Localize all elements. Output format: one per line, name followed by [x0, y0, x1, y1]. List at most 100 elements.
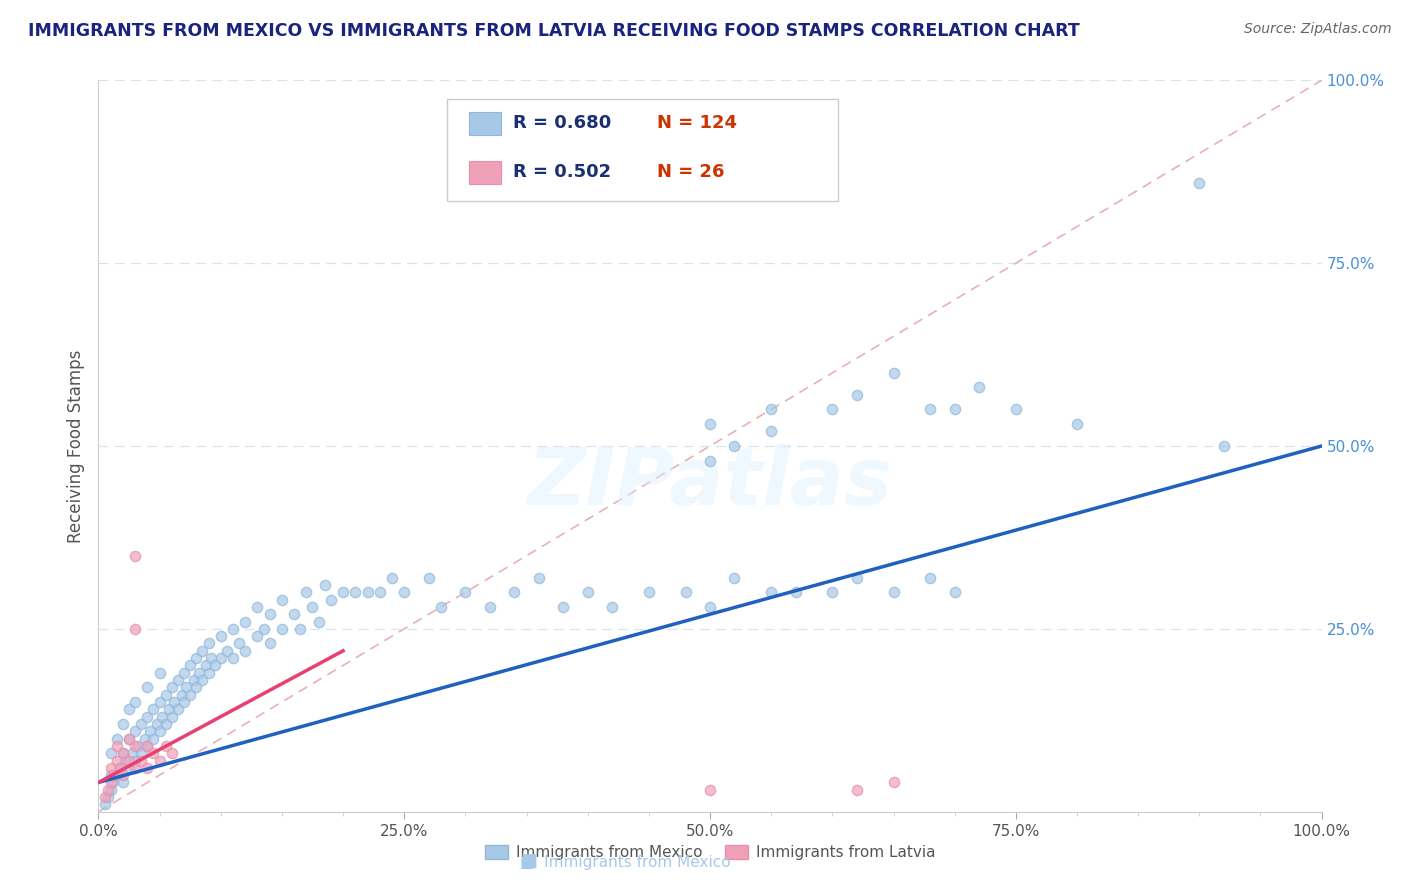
Point — [136, 761, 159, 775]
Point — [576, 585, 599, 599]
Point — [600, 599, 623, 614]
Point — [142, 702, 165, 716]
Point — [124, 695, 146, 709]
Point — [246, 599, 269, 614]
Point — [129, 746, 152, 760]
Point — [920, 571, 942, 585]
Point — [124, 724, 146, 739]
Point — [111, 768, 134, 782]
Point — [124, 549, 146, 563]
Point — [252, 622, 274, 636]
Point — [124, 622, 146, 636]
Point — [222, 622, 245, 636]
Text: N = 26: N = 26 — [658, 163, 725, 181]
Point — [111, 746, 134, 760]
Point — [111, 717, 134, 731]
Point — [146, 717, 169, 731]
Point — [344, 585, 367, 599]
Point — [943, 585, 966, 599]
Point — [967, 380, 990, 394]
Point — [160, 681, 183, 695]
Point — [124, 739, 146, 753]
Point — [142, 746, 165, 760]
Point — [129, 754, 152, 768]
Point — [920, 402, 942, 417]
Point — [270, 622, 294, 636]
Point — [127, 739, 149, 753]
Point — [157, 702, 180, 716]
Point — [233, 644, 256, 658]
Point — [160, 746, 183, 760]
Point — [430, 599, 453, 614]
Point — [290, 622, 312, 636]
Text: IMMIGRANTS FROM MEXICO VS IMMIGRANTS FROM LATVIA RECEIVING FOOD STAMPS CORRELATI: IMMIGRANTS FROM MEXICO VS IMMIGRANTS FRO… — [28, 22, 1080, 40]
Point — [215, 644, 238, 658]
Point — [170, 688, 193, 702]
Point — [110, 761, 132, 775]
Point — [111, 775, 134, 789]
Point — [97, 782, 120, 797]
Text: ■: ■ — [520, 852, 537, 870]
Point — [110, 761, 132, 775]
Y-axis label: Receiving Food Stamps: Receiving Food Stamps — [66, 350, 84, 542]
Point — [100, 761, 122, 775]
Point — [209, 629, 232, 643]
Point — [228, 636, 250, 650]
Point — [699, 599, 721, 614]
Text: ZIPatlas: ZIPatlas — [527, 443, 893, 522]
FancyBboxPatch shape — [470, 161, 501, 184]
Text: ■  Immigrants from Mexico: ■ Immigrants from Mexico — [520, 855, 731, 870]
Point — [118, 754, 141, 768]
Point — [943, 402, 966, 417]
Point — [139, 724, 162, 739]
Point — [503, 585, 526, 599]
Point — [301, 599, 323, 614]
Point — [845, 782, 868, 797]
Point — [478, 599, 501, 614]
Point — [332, 585, 354, 599]
Point — [368, 585, 391, 599]
Point — [761, 585, 783, 599]
Point — [553, 599, 575, 614]
Point — [1004, 402, 1026, 417]
Point — [283, 607, 305, 622]
Point — [222, 651, 245, 665]
Point — [97, 790, 120, 805]
Point — [179, 658, 201, 673]
FancyBboxPatch shape — [447, 99, 838, 201]
Point — [105, 768, 128, 782]
Point — [149, 724, 172, 739]
Point — [270, 592, 294, 607]
Point — [699, 453, 721, 467]
Point — [883, 366, 905, 380]
Point — [155, 717, 177, 731]
Point — [150, 709, 173, 723]
Point — [197, 665, 219, 680]
Point — [699, 417, 721, 431]
Point — [319, 592, 342, 607]
Text: Source: ZipAtlas.com: Source: ZipAtlas.com — [1244, 22, 1392, 37]
Point — [761, 402, 783, 417]
Point — [308, 615, 330, 629]
Point — [105, 754, 128, 768]
Point — [883, 775, 905, 789]
Point — [101, 775, 124, 789]
Point — [149, 695, 172, 709]
Point — [191, 673, 214, 687]
Point — [186, 681, 208, 695]
Point — [160, 709, 183, 723]
Point — [845, 388, 868, 402]
Point — [233, 615, 256, 629]
Point — [883, 585, 905, 599]
Point — [101, 768, 124, 782]
Point — [200, 651, 222, 665]
Point — [118, 702, 141, 716]
Point — [191, 644, 214, 658]
Point — [392, 585, 416, 599]
Point — [136, 709, 159, 723]
Point — [195, 658, 218, 673]
Point — [845, 571, 868, 585]
Point — [183, 673, 205, 687]
Point — [100, 782, 122, 797]
Point — [821, 402, 844, 417]
